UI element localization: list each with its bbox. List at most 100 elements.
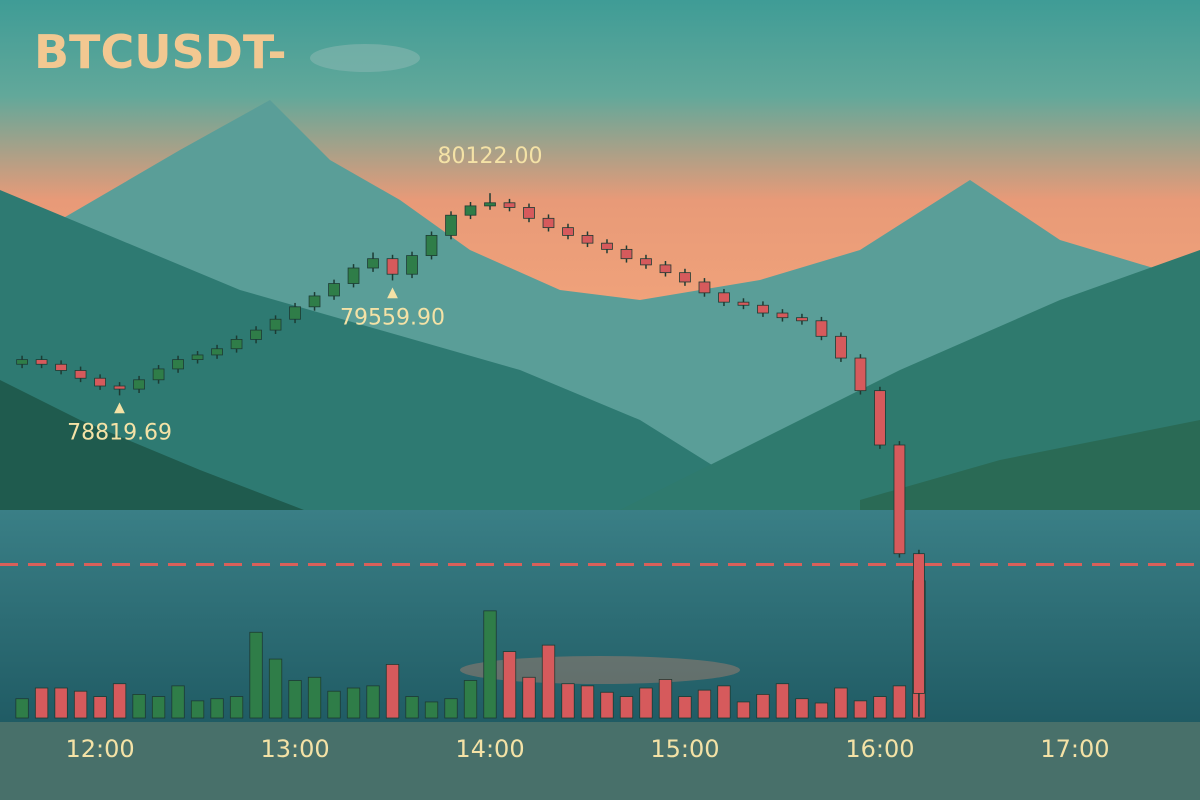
volume-bar (112, 683, 127, 719)
volume-bar (892, 685, 907, 719)
candle-body (874, 390, 886, 446)
candle-body (776, 312, 789, 319)
candle-body (172, 359, 184, 370)
candle-body (55, 363, 67, 371)
candle-body (191, 354, 204, 361)
candle-body (796, 317, 808, 322)
candle-body (347, 267, 360, 284)
annotation-label: 79559.90 (340, 305, 445, 330)
volume-bar (561, 683, 575, 719)
volume-bar (385, 664, 400, 719)
candle-body (913, 553, 925, 694)
candle-body (562, 227, 574, 236)
candle-body (425, 234, 438, 256)
volume-bar (73, 690, 88, 719)
volume-bar (327, 690, 341, 719)
candle-body (94, 377, 106, 387)
volume-bar (288, 680, 302, 719)
volume-bar (424, 701, 439, 719)
volume-bar (93, 696, 107, 719)
candle-body (406, 255, 418, 275)
annotation-arrow: ▲ (114, 399, 125, 415)
candle-body (250, 329, 262, 340)
volume-bar (658, 679, 673, 719)
candle-body (308, 295, 321, 308)
volume-bar (619, 696, 634, 719)
volume-bar (873, 696, 887, 719)
volume-bar (190, 700, 205, 719)
candle-body (679, 272, 691, 283)
volume-bar (834, 687, 848, 719)
volume-bar (268, 658, 283, 719)
candle-body (503, 202, 516, 208)
volume-bar (249, 631, 263, 719)
candle-body (484, 202, 496, 207)
volume-bar (307, 676, 322, 719)
x-tick-label: 14:00 (455, 735, 524, 763)
candle-body (893, 444, 906, 555)
chart-title: BTCUSDT- (34, 25, 287, 79)
lake (0, 510, 1200, 730)
candle-body (74, 370, 87, 379)
candle-body (757, 304, 769, 314)
x-tick-label: 16:00 (845, 735, 914, 763)
candle-body (542, 217, 555, 229)
volume-bar (795, 698, 809, 719)
volume-bar (853, 700, 868, 719)
volume-bar (132, 694, 146, 719)
candle-body (523, 207, 535, 219)
volume-bar (444, 698, 458, 719)
left-forest (0, 380, 330, 540)
volume-bar (346, 687, 361, 719)
volume-bar (229, 696, 244, 719)
volume-bar (405, 696, 419, 719)
candle-body (211, 348, 223, 356)
candle-body (640, 258, 652, 266)
volume-bar (697, 689, 712, 719)
volume-bar (366, 685, 380, 719)
volume-bar (15, 698, 29, 719)
volume-bar (814, 702, 829, 719)
volume-bar (34, 687, 49, 719)
x-tick-label: 17:00 (1040, 735, 1109, 763)
candle-body (113, 385, 126, 390)
candle-body (35, 359, 48, 365)
candle-body (835, 335, 847, 359)
volume-bar (171, 685, 185, 719)
volume-bar (600, 691, 614, 719)
candle-body (815, 320, 828, 337)
volume-bar (483, 610, 497, 719)
volume-bar (775, 683, 790, 719)
x-tick-label: 13:00 (260, 735, 329, 763)
left-hills (0, 190, 720, 520)
candle-body (133, 379, 145, 390)
volume-bar (463, 680, 478, 719)
candle-body (367, 258, 379, 269)
x-tick-label: 15:00 (650, 735, 719, 763)
candle-body (152, 368, 165, 381)
volume-bar (580, 685, 595, 719)
annotation-label: 80122.00 (438, 144, 543, 169)
volume-bar (736, 701, 751, 719)
volume-bar (639, 687, 653, 719)
candle-body (464, 205, 477, 216)
candle-body (698, 281, 711, 294)
candle-body (601, 242, 613, 250)
volume-bar (210, 698, 224, 719)
candle-body (445, 214, 457, 236)
title-smudge (310, 44, 420, 72)
candle-body (581, 234, 594, 244)
candle-body (718, 292, 730, 303)
shore (0, 722, 1200, 800)
candle-body (328, 283, 340, 297)
candle-body (620, 248, 633, 260)
volume-bar (151, 696, 166, 719)
candle-body (230, 339, 243, 350)
x-tick-label: 12:00 (65, 735, 134, 763)
volume-bar (54, 687, 68, 719)
reflection (460, 656, 740, 684)
candle-body (269, 318, 282, 331)
right-forest (860, 420, 1200, 530)
